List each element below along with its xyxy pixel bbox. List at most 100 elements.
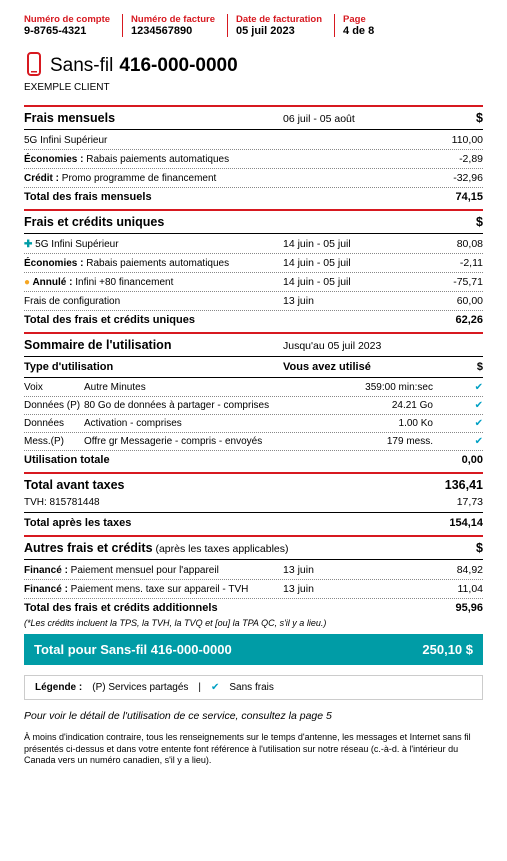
usage-currency: $ — [413, 361, 483, 373]
row-amount: 110,00 — [413, 134, 483, 146]
credit-note: (*Les crédits incluent la TPS, la TVH, l… — [24, 618, 483, 628]
monthly-period: 06 juil - 05 août — [283, 113, 413, 125]
other-total-amount: 95,96 — [413, 602, 483, 614]
usage-row: Voix Autre Minutes 359:00 min:sec ✔ — [24, 380, 483, 395]
other-currency: $ — [413, 541, 483, 555]
hdr-invoice: Numéro de facture 1234567890 — [131, 14, 228, 37]
row-label: ● Annulé : Infini +80 financement — [24, 277, 283, 288]
tax-label: TVH: 815781448 — [24, 497, 283, 508]
onetime-total-label: Total des frais et crédits uniques — [24, 314, 283, 326]
row-amount: 60,00 — [413, 295, 483, 307]
row-label: Économies : Rabais paiements automatique… — [24, 154, 283, 165]
hdr-page: Page 4 de 8 — [343, 14, 386, 37]
monthly-total-amount: 74,15 — [413, 191, 483, 203]
divider — [24, 272, 483, 273]
row-label: Financé : Paiement mensuel pour l'appare… — [24, 565, 283, 576]
divider — [24, 209, 483, 211]
service-number: 416-000-0000 — [119, 55, 237, 77]
hdr-account: Numéro de compte 9-8765-4321 — [24, 14, 123, 37]
footer-note: Pour voir le détail de l'utilisation de … — [24, 710, 483, 722]
divider — [24, 512, 483, 513]
usage-desc: 80 Go de données à partager - comprises — [84, 400, 333, 411]
grand-total-amount: 250,10 $ — [422, 642, 473, 657]
hdr-date-value: 05 juil 2023 — [236, 25, 322, 37]
hdr-date: Date de facturation 05 juil 2023 — [236, 14, 335, 37]
hdr-invoice-value: 1234567890 — [131, 25, 215, 37]
usage-desc: Autre Minutes — [84, 382, 333, 393]
usage-period: Jusqu'au 05 juil 2023 — [283, 340, 413, 352]
tax-row: TVH: 815781448 17,73 — [24, 494, 483, 510]
legend-shared: (P) Services partagés — [92, 682, 188, 693]
divider — [24, 535, 483, 537]
divider — [24, 472, 483, 474]
legend-box: Légende : (P) Services partagés | ✔ Sans… — [24, 675, 483, 700]
divider — [24, 233, 483, 234]
row-period: 13 juin — [283, 583, 413, 595]
row-label: Financé : Paiement mens. taxe sur appare… — [24, 584, 283, 595]
divider — [24, 396, 483, 397]
row-period: 14 juin - 05 juil — [283, 238, 413, 250]
divider — [24, 253, 483, 254]
other-total-label: Total des frais et crédits additionnels — [24, 602, 283, 614]
onetime-row: ● Annulé : Infini +80 financement 14 jui… — [24, 274, 483, 290]
check-icon: ✔ — [443, 418, 483, 429]
check-icon: ✔ — [443, 400, 483, 411]
usage-title: Sommaire de l'utilisation — [24, 338, 283, 352]
monthly-title: Frais mensuels — [24, 111, 283, 125]
row-amount: 80,08 — [413, 238, 483, 250]
onetime-total: Total des frais et crédits uniques 62,26 — [24, 312, 483, 328]
divider — [24, 432, 483, 433]
row-period: 13 juin — [283, 564, 413, 576]
hdr-date-label: Date de facturation — [236, 14, 322, 25]
service-title: Sans-fil 416-000-0000 — [24, 51, 483, 80]
account-header: Numéro de compte 9-8765-4321 Numéro de f… — [24, 14, 483, 37]
usage-used: 24.21 Go — [333, 400, 443, 411]
legend-divider: | — [198, 682, 201, 693]
client-name: EXEMPLE CLIENT — [24, 82, 483, 93]
hdr-page-value: 4 de 8 — [343, 25, 374, 37]
other-title: Autres frais et crédits — [24, 541, 153, 555]
divider — [24, 377, 483, 378]
monthly-total: Total des frais mensuels 74,15 — [24, 189, 483, 205]
usage-desc: Offre gr Messagerie - compris - envoyés — [84, 436, 333, 447]
service-type: Sans-fil — [50, 55, 113, 77]
onetime-row: Frais de configuration 13 juin 60,00 — [24, 293, 483, 309]
usage-row: Données Activation - comprises 1.00 Ko ✔ — [24, 416, 483, 431]
usage-header: Sommaire de l'utilisation Jusqu'au 05 ju… — [24, 336, 483, 354]
usage-cat: Données — [24, 418, 84, 429]
row-amount: -2,89 — [413, 153, 483, 165]
row-label: 5G Infini Supérieur — [24, 135, 283, 146]
divider — [24, 356, 483, 357]
usage-used-label: Vous avez utilisé — [283, 361, 413, 373]
posttax-row: Total après les taxes 154,14 — [24, 515, 483, 531]
divider — [24, 105, 483, 107]
usage-cat: Mess.(P) — [24, 436, 84, 447]
plus-icon: ✚ — [24, 239, 35, 250]
divider — [24, 310, 483, 311]
row-label: Frais de configuration — [24, 296, 283, 307]
onetime-row: Économies : Rabais paiements automatique… — [24, 255, 483, 271]
grand-total-bar: Total pour Sans-fil 416-000-0000 250,10 … — [24, 634, 483, 665]
monthly-row: Crédit : Promo programme de financement … — [24, 170, 483, 186]
other-total: Total des frais et crédits additionnels … — [24, 600, 483, 616]
pretax-label: Total avant taxes — [24, 478, 283, 492]
row-amount: 11,04 — [413, 583, 483, 595]
row-amount: -32,96 — [413, 172, 483, 184]
hdr-account-value: 9-8765-4321 — [24, 25, 110, 37]
other-row: Financé : Paiement mensuel pour l'appare… — [24, 562, 483, 578]
monthly-row: Économies : Rabais paiements automatique… — [24, 151, 483, 167]
monthly-header: Frais mensuels 06 juil - 05 août $ — [24, 109, 483, 127]
other-subtitle: (après les taxes applicables) — [155, 543, 288, 555]
usage-cat: Données (P) — [24, 400, 84, 411]
usage-total-label: Utilisation totale — [24, 454, 283, 466]
divider — [24, 579, 483, 580]
check-icon: ✔ — [443, 382, 483, 393]
other-header: Autres frais et crédits (après les taxes… — [24, 539, 483, 557]
row-amount: -2,11 — [413, 257, 483, 269]
fine-print: À moins d'indication contraire, tous les… — [24, 732, 483, 767]
monthly-row: 5G Infini Supérieur 110,00 — [24, 132, 483, 148]
row-label: Économies : Rabais paiements automatique… — [24, 258, 283, 269]
legend-free: Sans frais — [229, 682, 273, 693]
grand-total-label: Total pour Sans-fil 416-000-0000 — [34, 642, 232, 657]
divider — [24, 187, 483, 188]
